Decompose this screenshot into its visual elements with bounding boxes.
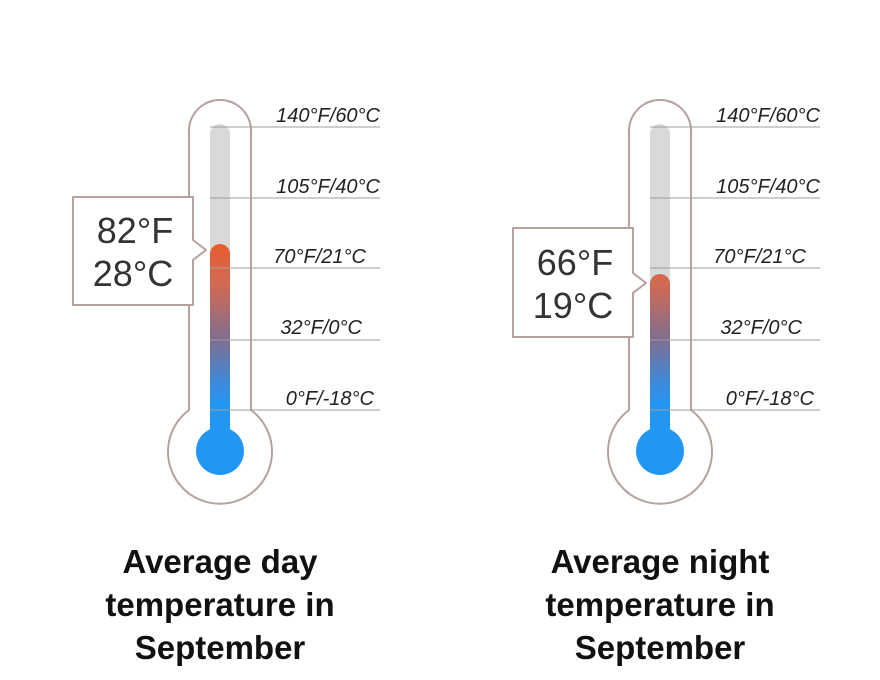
readout-celsius: 28°C <box>93 253 173 294</box>
readout-fahrenheit: 82°F <box>97 210 173 251</box>
caption-line: Average day <box>122 543 318 580</box>
caption-line: September <box>574 629 746 666</box>
readout-celsius: 19°C <box>533 285 613 326</box>
readout-fahrenheit: 66°F <box>537 242 613 283</box>
readout-callout-night: 66°F 19°C <box>512 227 647 338</box>
scale-ticks: 140°F/60°C 105°F/40°C 70°F/21°C 32°F/0°C… <box>650 105 821 411</box>
caption-day: Average day temperature in September <box>70 540 370 669</box>
thermometer-night: 140°F/60°C 105°F/40°C 70°F/21°C 32°F/0°C… <box>512 99 821 505</box>
tick-label: 140°F/60°C <box>716 105 820 127</box>
caption-line: temperature in <box>545 586 775 623</box>
tick-label: 0°F/-18°C <box>286 388 375 410</box>
caption-night: Average night temperature in September <box>510 540 810 669</box>
caption-line: temperature in <box>105 586 335 623</box>
tick-label: 32°F/0°C <box>280 317 362 339</box>
tick-label: 105°F/40°C <box>716 176 820 198</box>
tick-label: 105°F/40°C <box>276 176 380 198</box>
thermometer-day: 140°F/60°C 105°F/40°C 70°F/21°C 32°F/0°C… <box>72 99 381 505</box>
caption-line: Average night <box>550 543 770 580</box>
caption-line: September <box>134 629 306 666</box>
tick-label: 70°F/21°C <box>273 246 366 268</box>
scale-ticks: 140°F/60°C 105°F/40°C 70°F/21°C 32°F/0°C… <box>210 105 381 411</box>
tick-label: 32°F/0°C <box>720 317 802 339</box>
readout-callout-day: 82°F 28°C <box>72 196 207 306</box>
thermometer-bulb <box>636 427 684 475</box>
tick-label: 0°F/-18°C <box>726 388 815 410</box>
tick-label: 70°F/21°C <box>713 246 806 268</box>
thermometer-fill <box>210 244 230 444</box>
thermometer-bulb <box>196 427 244 475</box>
tick-label: 140°F/60°C <box>276 105 380 127</box>
